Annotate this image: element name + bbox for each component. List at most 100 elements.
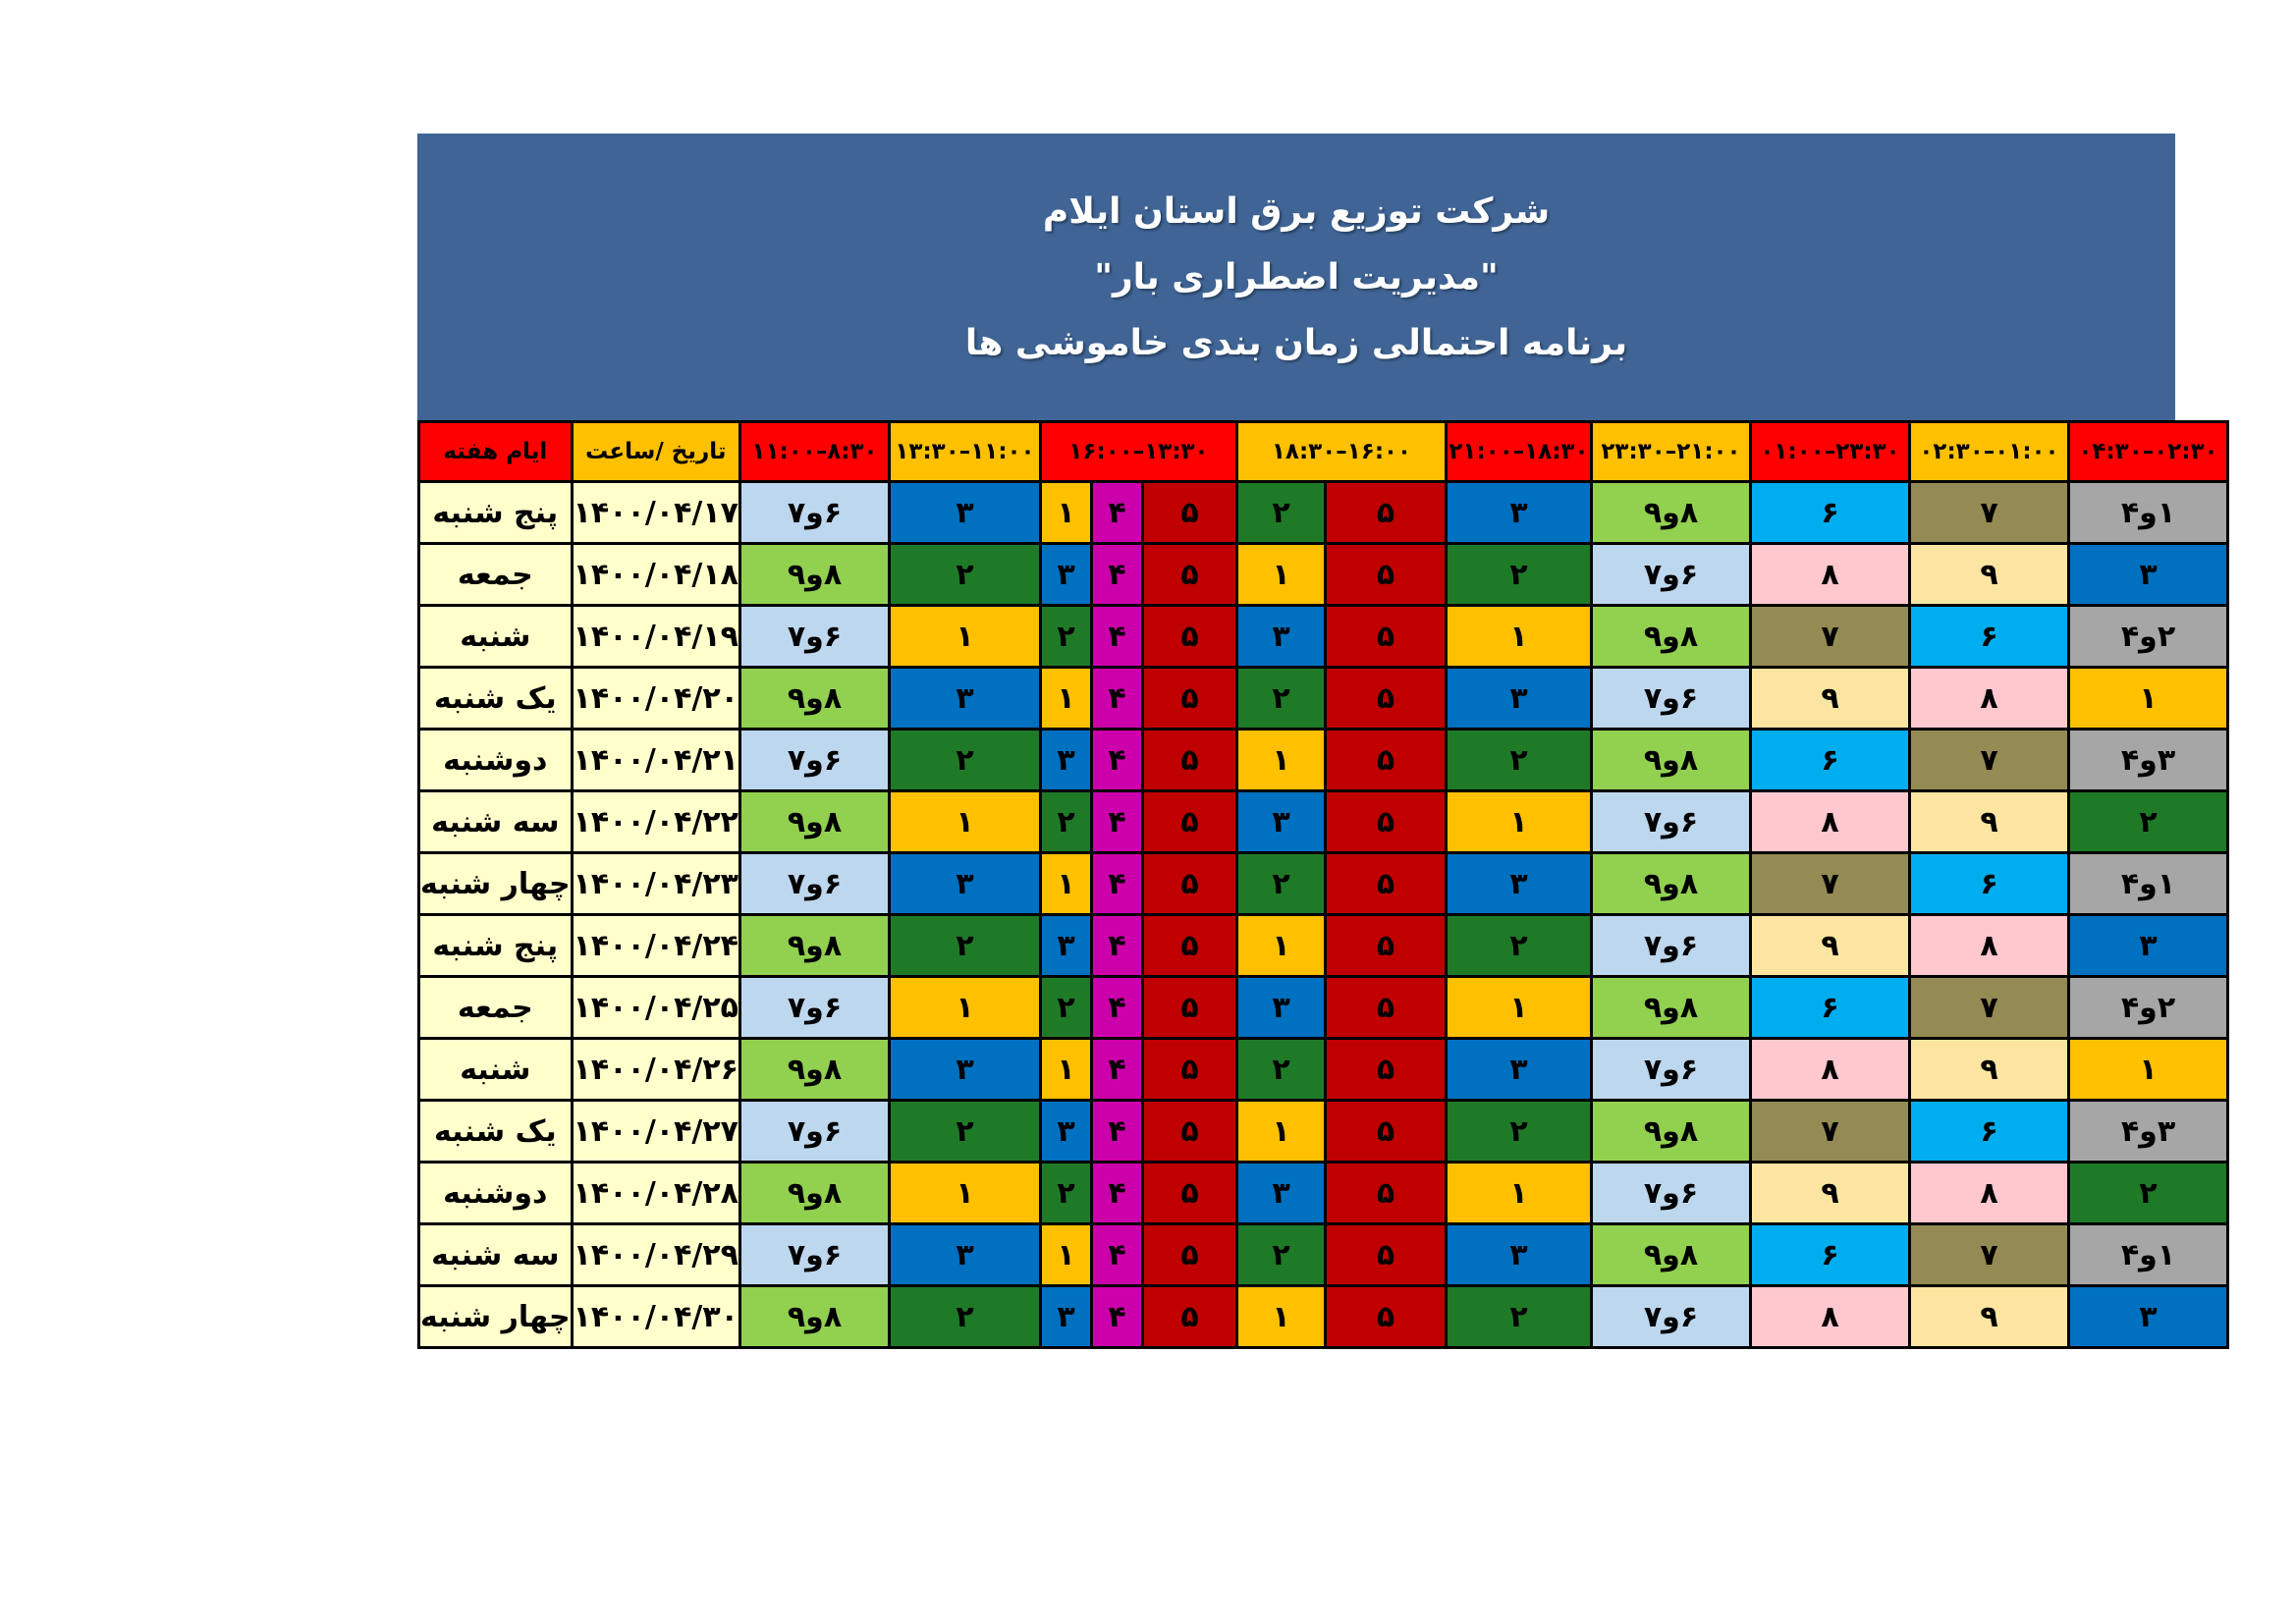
date-cell: ۱۴۰۰/۰۴/۲۵ xyxy=(570,975,742,1040)
weekday-cell: جمعه xyxy=(417,975,574,1040)
outage-cell: ۳و۴ xyxy=(2067,1099,2229,1164)
outage-cell: ۵ xyxy=(1141,789,1238,854)
outage-cell: ۵ xyxy=(1141,1161,1238,1225)
outage-cell: ۶و۷ xyxy=(1590,913,1752,978)
outage-cell: ۸و۹ xyxy=(1590,851,1752,916)
outage-cell: ۷ xyxy=(1908,480,2070,545)
outage-cell: ۵ xyxy=(1141,728,1238,792)
outage-cell: ۴ xyxy=(1090,1284,1144,1349)
outage-cell: ۵ xyxy=(1141,666,1238,731)
table-row: ۱و۴ ۶ ۷ ۸و۹ ۳ ۵ ۲ ۵ ۴ ۱ ۳ ۶و۷ ۱۴۰۰/۰۴/۲۳ چهار شنبه xyxy=(417,851,2229,916)
outage-cell: ۴ xyxy=(1090,728,1144,792)
outage-cell: ۳ xyxy=(2067,913,2229,978)
outage-cell: ۲ xyxy=(888,1284,1042,1349)
outage-cell: ۶و۷ xyxy=(1590,1037,1752,1102)
outage-cell: ۳ xyxy=(888,1222,1042,1287)
date-cell: ۱۴۰۰/۰۴/۱۸ xyxy=(570,542,742,607)
outage-cell: ۵ xyxy=(1324,913,1448,978)
outage-cell: ۳ xyxy=(1445,1037,1593,1102)
weekday-cell: چهار شنبه xyxy=(417,1284,574,1349)
outage-cell: ۳ xyxy=(1445,666,1593,731)
column-header-6: ۱۳:۳۰–۱۶:۰۰ xyxy=(1039,420,1238,483)
outage-cell: ۵ xyxy=(1141,1037,1238,1102)
outage-cell: ۶ xyxy=(1749,728,1911,792)
outage-cell: ۲و۴ xyxy=(2067,975,2229,1040)
outage-cell: ۸و۹ xyxy=(738,542,891,607)
outage-cell: ۲ xyxy=(1235,851,1327,916)
outage-cell: ۱ xyxy=(1235,1284,1327,1349)
outage-cell: ۳ xyxy=(2067,542,2229,607)
outage-cell: ۶و۷ xyxy=(1590,1284,1752,1349)
outage-cell: ۱ xyxy=(2067,666,2229,731)
table-body: ۱و۴ ۷ ۶ ۸و۹ ۳ ۵ ۲ ۵ ۴ ۱ ۳ ۶و۷ ۱۴۰۰/۰۴/۱۷ پنج شنبه ۳ ۹ ۸ ۶… xyxy=(417,480,2229,1349)
outage-cell: ۶ xyxy=(1908,604,2070,669)
outage-cell: ۵ xyxy=(1324,1161,1448,1225)
outage-cell: ۹ xyxy=(1908,542,2070,607)
outage-cell: ۳ xyxy=(1235,1161,1327,1225)
outage-cell: ۵ xyxy=(1141,1222,1238,1287)
outage-cell: ۶ xyxy=(1749,975,1911,1040)
outage-cell: ۵ xyxy=(1141,913,1238,978)
outage-cell: ۵ xyxy=(1324,975,1448,1040)
outage-cell: ۳ xyxy=(888,851,1042,916)
date-cell: ۱۴۰۰/۰۴/۲۴ xyxy=(570,913,742,978)
outage-cell: ۲و۴ xyxy=(2067,604,2229,669)
outage-cell: ۱ xyxy=(1039,1222,1093,1287)
outage-schedule-table: ۰۲:۳۰–۰۴:۳۰ ۰۱:۰۰–۰۲:۳۰ ۲۳:۳۰–۰۱:۰۰ ۲۱:۰۰–۲… xyxy=(417,420,2229,1349)
outage-cell: ۸ xyxy=(1908,1161,2070,1225)
title-banner: شرکت توزیع برق استان ایلام "مدیریت اضطرا… xyxy=(417,134,2175,420)
date-cell: ۱۴۰۰/۰۴/۲۲ xyxy=(570,789,742,854)
outage-cell: ۹ xyxy=(1749,1161,1911,1225)
outage-cell: ۳ xyxy=(1445,1222,1593,1287)
outage-cell: ۷ xyxy=(1749,1099,1911,1164)
table-row: ۲ ۹ ۸ ۶و۷ ۱ ۵ ۳ ۵ ۴ ۲ ۱ ۸و۹ ۱۴۰۰/۰۴/۲۲ سه شنبه xyxy=(417,789,2229,854)
outage-cell: ۷ xyxy=(1749,604,1911,669)
outage-cell: ۵ xyxy=(1324,789,1448,854)
outage-cell: ۵ xyxy=(1141,851,1238,916)
weekday-cell: چهار شنبه xyxy=(417,851,574,916)
table-row: ۳و۴ ۷ ۶ ۸و۹ ۲ ۵ ۱ ۵ ۴ ۳ ۲ ۶و۷ ۱۴۰۰/۰۴/۲۱ دوشنبه xyxy=(417,728,2229,792)
outage-cell: ۸ xyxy=(1749,1284,1911,1349)
outage-cell: ۱و۴ xyxy=(2067,480,2229,545)
outage-cell: ۸و۹ xyxy=(1590,604,1752,669)
table-header-row: ۰۲:۳۰–۰۴:۳۰ ۰۱:۰۰–۰۲:۳۰ ۲۳:۳۰–۰۱:۰۰ ۲۱:۰۰–۲… xyxy=(417,420,2229,483)
outage-cell: ۳ xyxy=(1235,789,1327,854)
outage-cell: ۸ xyxy=(1908,913,2070,978)
date-cell: ۱۴۰۰/۰۴/۲۶ xyxy=(570,1037,742,1102)
outage-cell: ۶و۷ xyxy=(1590,1161,1752,1225)
table-row: ۳و۴ ۶ ۷ ۸و۹ ۲ ۵ ۱ ۵ ۴ ۳ ۲ ۶و۷ ۱۴۰۰/۰۴/۲۷ یک شنبه xyxy=(417,1099,2229,1164)
outage-cell: ۱و۴ xyxy=(2067,1222,2229,1287)
outage-cell: ۲ xyxy=(1235,1222,1327,1287)
weekday-cell: دوشنبه xyxy=(417,1161,574,1225)
outage-cell: ۵ xyxy=(1324,1284,1448,1349)
outage-cell: ۶و۷ xyxy=(1590,666,1752,731)
outage-cell: ۱ xyxy=(1039,1037,1093,1102)
table-row: ۱ ۹ ۸ ۶و۷ ۳ ۵ ۲ ۵ ۴ ۱ ۳ ۸و۹ ۱۴۰۰/۰۴/۲۶ شنبه xyxy=(417,1037,2229,1102)
outage-cell: ۴ xyxy=(1090,1037,1144,1102)
outage-cell: ۳ xyxy=(1039,542,1093,607)
weekday-cell: شنبه xyxy=(417,604,574,669)
outage-cell: ۱ xyxy=(1235,728,1327,792)
outage-cell: ۵ xyxy=(1324,1099,1448,1164)
outage-cell: ۲ xyxy=(888,542,1042,607)
outage-cell: ۹ xyxy=(1749,913,1911,978)
outage-cell: ۸و۹ xyxy=(1590,1222,1752,1287)
outage-cell: ۵ xyxy=(1141,604,1238,669)
outage-cell: ۶و۷ xyxy=(738,851,891,916)
outage-cell: ۲ xyxy=(1445,1284,1593,1349)
outage-cell: ۷ xyxy=(1908,728,2070,792)
outage-cell: ۳ xyxy=(1039,913,1093,978)
outage-cell: ۱و۴ xyxy=(2067,851,2229,916)
date-cell: ۱۴۰۰/۰۴/۲۱ xyxy=(570,728,742,792)
outage-cell: ۴ xyxy=(1090,542,1144,607)
table-row: ۱ ۸ ۹ ۶و۷ ۳ ۵ ۲ ۵ ۴ ۱ ۳ ۸و۹ ۱۴۰۰/۰۴/۲۰ یک شنبه xyxy=(417,666,2229,731)
outage-cell: ۳ xyxy=(1235,975,1327,1040)
outage-cell: ۶و۷ xyxy=(738,1099,891,1164)
outage-cell: ۴ xyxy=(1090,975,1144,1040)
outage-cell: ۹ xyxy=(1908,1037,2070,1102)
table-row: ۲و۴ ۷ ۶ ۸و۹ ۱ ۵ ۳ ۵ ۴ ۲ ۱ ۶و۷ ۱۴۰۰/۰۴/۲۵ جمعه xyxy=(417,975,2229,1040)
outage-cell: ۸و۹ xyxy=(1590,728,1752,792)
outage-cell: ۶ xyxy=(1749,480,1911,545)
weekday-cell: شنبه xyxy=(417,1037,574,1102)
column-header-4: ۱۸:۳۰–۲۱:۰۰ xyxy=(1445,420,1593,483)
